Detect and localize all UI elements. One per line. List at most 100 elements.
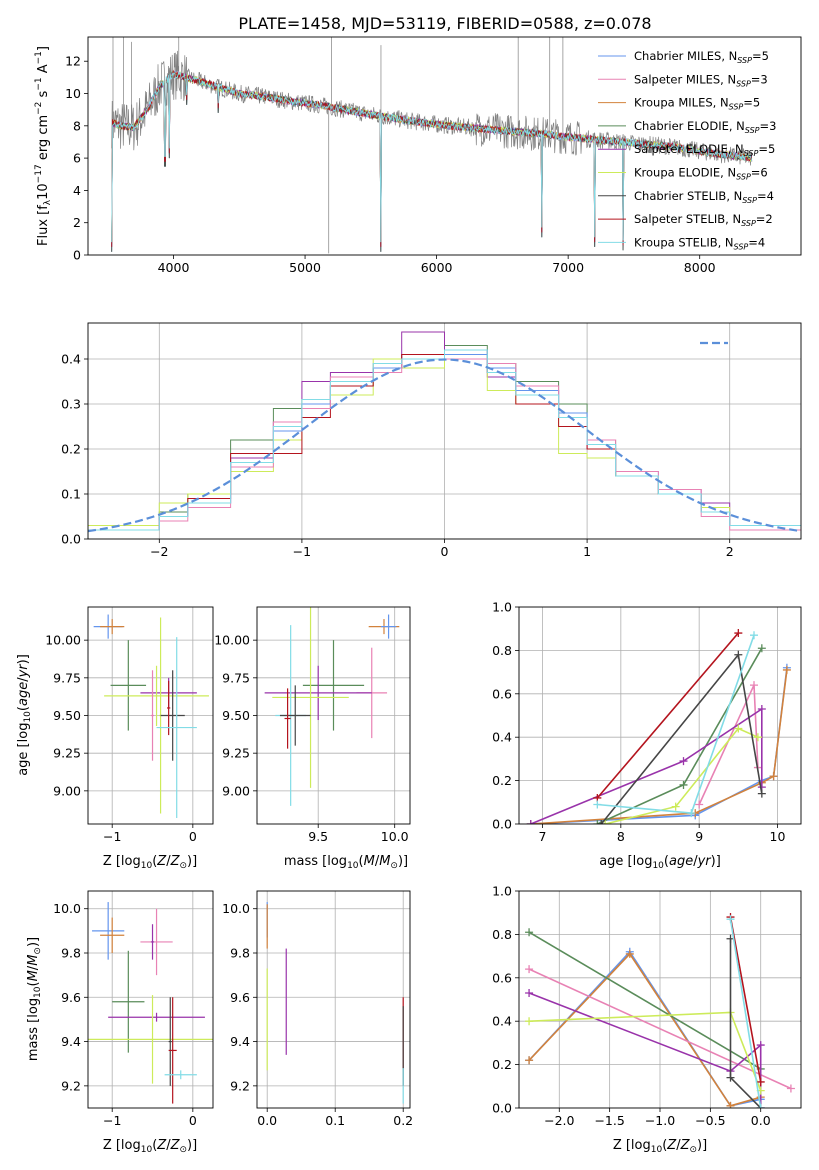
- y-tick-label: 9.2: [61, 1078, 81, 1093]
- legend-entry: Kroupa ELODIE, NSSP=6: [634, 166, 768, 182]
- axes-residual-histogram: −2 −1 0 1 2 0.0 0.1 0.2 0.3 0.4: [61, 322, 802, 559]
- y-tick-label: 9.25: [222, 746, 250, 761]
- data-point: [734, 724, 743, 733]
- errorbar-point: [108, 1012, 205, 1022]
- x-tick-label: 8000: [684, 260, 716, 275]
- y-tick-label: 9.75: [53, 670, 81, 685]
- x-tick-label: 2: [726, 544, 734, 559]
- x-tick-label: 0.0: [751, 1113, 771, 1128]
- data-point: [679, 780, 688, 789]
- errorbar-point: [92, 902, 125, 960]
- y-tick-label: 9.00: [222, 783, 250, 798]
- errorbar-point: [284, 688, 291, 749]
- series-kroupa-stelib: [593, 631, 758, 818]
- x-tick-label: 9.5: [308, 829, 328, 844]
- axes-frame: [87, 36, 802, 256]
- data-point: [756, 1041, 765, 1050]
- y-tick-label: 0.2: [492, 773, 512, 788]
- x-tick-label: −0.5: [695, 1113, 725, 1128]
- y-tick-label: 10.00: [214, 633, 250, 648]
- errorbar-point: [150, 924, 155, 960]
- y-tick-label: 0: [73, 248, 81, 263]
- figure-title: PLATE=1458, MJD=53119, FIBERID=0588, z=0…: [238, 14, 651, 33]
- plot-area: [519, 891, 801, 1108]
- y-tick-label: 0.4: [492, 1014, 512, 1029]
- data-point: [756, 1104, 765, 1108]
- data-point: [782, 665, 791, 674]
- data-point: [525, 1017, 534, 1026]
- series-line: [596, 632, 739, 799]
- plot-area: [88, 891, 213, 1108]
- y-tick-label: 2: [73, 215, 81, 230]
- legend-entry: Chabrier MILES, NSSP=5: [634, 49, 769, 65]
- axes-frame: [518, 890, 802, 1109]
- legend-entry: Chabrier STELIB, NSSP=4: [634, 189, 774, 205]
- y-tick-label: 9.4: [61, 1034, 81, 1049]
- errorbar-point: [272, 607, 349, 788]
- y-tick-label: 0.8: [492, 927, 512, 942]
- errorbar-point: [100, 917, 125, 953]
- series-line: [530, 707, 763, 824]
- data-point: [525, 1056, 534, 1065]
- x-tick-label: 0: [189, 1113, 197, 1128]
- x-tick-label: −1: [103, 829, 121, 844]
- errorbar-point: [140, 908, 173, 976]
- y-tick-label: 9.8: [61, 946, 81, 961]
- data-point: [757, 644, 766, 653]
- y-tick-label: 9.4: [230, 1034, 250, 1049]
- errorbar-point: [279, 685, 311, 746]
- y-tick-label: 9.00: [53, 783, 81, 798]
- axes-weight-vs-age: 7 8 9 10 0.0 0.2 0.4 0.6 0.8 1.0 age [log10(age/yr…: [492, 600, 802, 871]
- axes-spectrum: 4000 5000 6000 7000 8000 0 2 4 6 8 10 12 Flux [fλ10−…: [34, 36, 802, 275]
- y-axis-label: Flux [fλ10−17 erg cm−2 s−1 A−1]: [34, 46, 53, 246]
- errorbar-point: [168, 997, 172, 1086]
- errorbar-point: [302, 640, 365, 731]
- errorbar-point: [264, 665, 372, 721]
- y-tick-label: 1.0: [492, 884, 512, 899]
- errorbar-point: [156, 637, 197, 818]
- axes-frame: [87, 890, 214, 1109]
- data-point: [769, 772, 778, 781]
- data-point: [726, 915, 735, 924]
- data-point: [597, 820, 606, 824]
- axes-age-vs-Z: −1 0 9.00 9.25 9.50 9.75 10.00 Z [log10(Z/Z⊙)] a…: [16, 606, 214, 871]
- model-curve-salpeter-stelib: [111, 69, 753, 247]
- data-point: [753, 733, 762, 742]
- x-tick-label: −1: [103, 1113, 121, 1128]
- data-point: [750, 631, 758, 640]
- data-point: [726, 1101, 735, 1108]
- data-point: [625, 949, 634, 958]
- series-line: [528, 968, 792, 1090]
- y-tick-label: 0.8: [492, 643, 512, 658]
- plot-area: [257, 607, 410, 824]
- axes-frame: [256, 606, 411, 825]
- data-point: [726, 1073, 735, 1082]
- y-tick-label: 8: [73, 118, 81, 133]
- series-chabrier-elodie: [593, 644, 766, 824]
- x-axis-label: Z [log10(Z/Z⊙)]: [613, 1138, 707, 1155]
- x-tick-label: 9: [695, 829, 703, 844]
- data-point: [757, 704, 766, 713]
- x-tick-label: 6000: [421, 260, 453, 275]
- data-point: [525, 928, 534, 937]
- legend-entry: Chabrier ELODIE, NSSP=3: [634, 119, 776, 135]
- y-tick-label: 9.8: [230, 946, 250, 961]
- data-point: [671, 802, 680, 811]
- x-tick-label: 10.0: [381, 829, 409, 844]
- data-point: [525, 988, 534, 997]
- x-axis-label: Z [log10(Z/Z⊙)]: [103, 854, 197, 871]
- y-tick-label: 1.0: [492, 600, 512, 615]
- y-tick-label: 12: [65, 54, 81, 69]
- series-kroupa-stelib: [726, 915, 765, 1108]
- x-tick-label: 7: [539, 829, 547, 844]
- axes-age-vs-mass: 9.5 10.0 9.00 9.25 9.50 9.75 10.00 mass [log10(…: [214, 606, 411, 871]
- x-tick-label: 7000: [552, 260, 584, 275]
- plot-area: [88, 323, 801, 539]
- axes-frame: [87, 322, 802, 540]
- series-chabrier-stelib: [597, 650, 766, 824]
- x-tick-label: −1.0: [645, 1113, 675, 1128]
- errorbar-point: [112, 950, 145, 1053]
- x-tick-label: −1: [293, 544, 311, 559]
- x-tick-label: 5000: [289, 260, 321, 275]
- axes-frame: [256, 890, 411, 1109]
